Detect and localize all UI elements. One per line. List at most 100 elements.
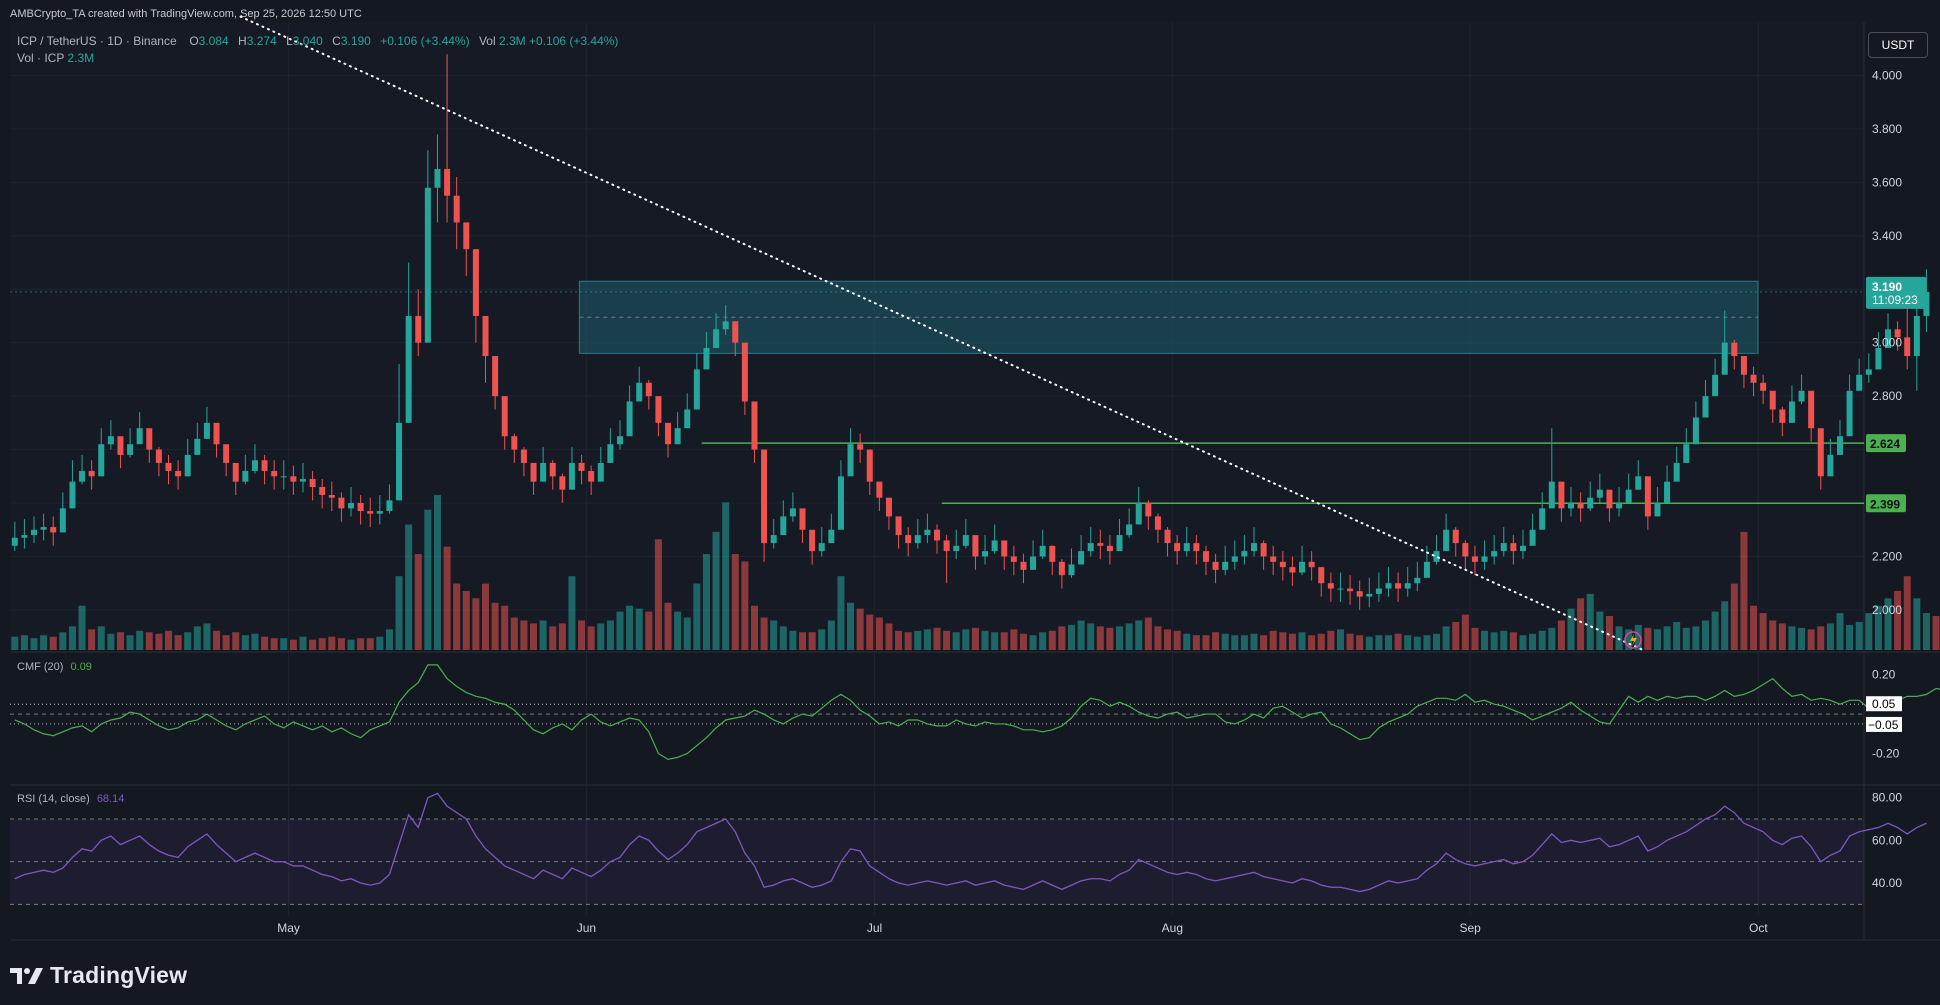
candle-body — [319, 486, 326, 496]
volume-bar — [1250, 633, 1258, 650]
volume-bar — [299, 636, 307, 650]
candle — [1702, 380, 1709, 418]
high-label: H — [238, 34, 247, 48]
volume-bar — [760, 617, 768, 650]
candle-body — [1644, 476, 1651, 517]
volume-bar — [1212, 632, 1220, 650]
cmf-legend[interactable]: CMF (20) 0.09 — [17, 661, 92, 673]
candle — [367, 497, 374, 528]
candle-body — [251, 460, 258, 471]
volume-bar — [1183, 633, 1191, 650]
candle-body — [1894, 329, 1901, 338]
candle-body — [472, 249, 479, 316]
candle-body — [876, 481, 883, 498]
volume-bar — [261, 636, 269, 650]
candle — [1068, 548, 1075, 578]
volume-bar — [866, 614, 874, 650]
candle — [1097, 529, 1104, 560]
volume-legend[interactable]: Vol · ICP 2.3M — [17, 51, 94, 65]
volume-bar — [20, 635, 28, 650]
candle-body — [540, 462, 547, 482]
candle — [184, 438, 191, 477]
candle-body — [1270, 556, 1277, 562]
volume-bar — [155, 633, 163, 650]
current-price-text: 3.190 — [1872, 280, 1902, 294]
volume-bar — [1894, 590, 1902, 650]
candle — [722, 305, 729, 335]
candle-body — [1049, 545, 1056, 562]
volume-bar — [1721, 601, 1729, 650]
candle — [1087, 527, 1094, 557]
volume-bar — [693, 583, 701, 650]
volume-bar — [1058, 626, 1066, 650]
volume-bar — [1423, 635, 1431, 650]
candle-body — [424, 187, 431, 343]
candle-body — [1193, 543, 1200, 552]
candle-body — [21, 535, 28, 538]
candle — [1135, 486, 1142, 525]
candle-body — [636, 382, 643, 402]
volume-bar — [184, 632, 192, 650]
candle-body — [1126, 524, 1133, 536]
candle-body — [261, 460, 268, 471]
candle-body — [69, 481, 76, 509]
candle-body — [1760, 382, 1767, 391]
candle-body — [405, 315, 412, 423]
candle — [213, 422, 220, 458]
tradingview-logo[interactable]: TradingView — [10, 962, 187, 989]
candle — [444, 54, 451, 223]
candle — [1827, 438, 1834, 477]
price-axis-label: 3.800 — [1872, 122, 1902, 136]
volume-bar — [1336, 629, 1344, 650]
candle-body — [213, 422, 220, 445]
volume-bar — [491, 602, 499, 650]
volume-bar — [1874, 605, 1882, 650]
volume-bar — [462, 590, 470, 650]
candle-body — [1443, 529, 1450, 552]
candle-body — [1308, 561, 1315, 568]
candle-body — [1423, 561, 1430, 578]
volume-bar — [731, 554, 739, 650]
candle-body — [645, 382, 652, 397]
candle-body — [1135, 503, 1142, 525]
candle-body — [299, 478, 306, 482]
candle-body — [290, 476, 297, 482]
volume-bar — [1346, 633, 1354, 650]
volume-bar — [587, 626, 595, 650]
currency-unit-button[interactable]: USDT — [1868, 32, 1928, 58]
volume-bar — [88, 629, 96, 650]
volume-bar — [414, 554, 422, 650]
candle-body — [1548, 481, 1555, 509]
candle-body — [1164, 529, 1171, 544]
rsi-legend[interactable]: RSI (14, close) 68.14 — [17, 793, 124, 805]
volume-bar — [1730, 583, 1738, 650]
symbol-legend[interactable]: ICP / TetherUS · 1D · Binance O3.084 H3.… — [17, 34, 618, 48]
volume-bar — [808, 632, 816, 650]
volume-bar — [270, 638, 278, 650]
candle — [1154, 513, 1161, 544]
candle-body — [1289, 567, 1296, 573]
candle-body — [501, 396, 508, 437]
candle — [1692, 401, 1699, 445]
cmf-axis-label: -0.20 — [1872, 746, 1900, 760]
current-price-badge — [1866, 276, 1926, 309]
candle — [876, 481, 883, 512]
candle — [943, 535, 950, 584]
candle — [1308, 551, 1315, 581]
volume-legend-value: 2.3M — [67, 51, 95, 65]
volume-bar — [1817, 626, 1825, 650]
volume-bar — [1826, 623, 1834, 650]
candle-body — [905, 535, 912, 544]
price-axis-label: 2.200 — [1872, 549, 1902, 563]
countdown-text: 11:09:23 — [1872, 293, 1918, 307]
candle-body — [1385, 583, 1392, 589]
candle — [40, 513, 47, 541]
candle — [1721, 310, 1728, 375]
candle — [934, 524, 940, 554]
volume-bar — [616, 611, 624, 650]
candle-body — [415, 315, 422, 343]
volume-bar — [357, 638, 365, 650]
candle-body — [885, 497, 892, 517]
volume-bar — [1653, 629, 1661, 650]
